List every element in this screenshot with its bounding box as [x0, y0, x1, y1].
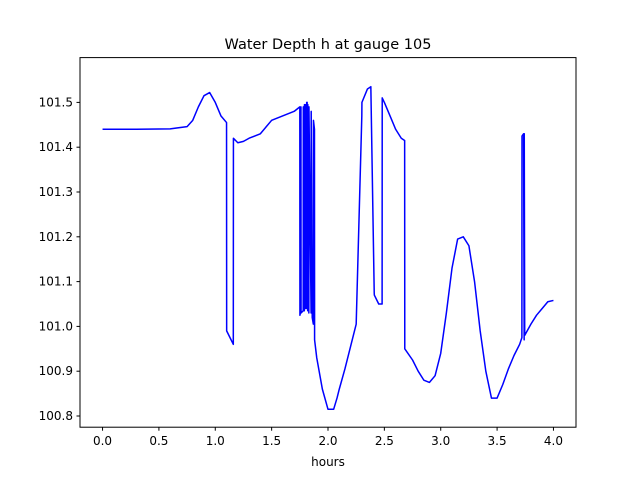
- plot-area: [102, 85, 554, 411]
- chart-title: Water Depth h at gauge 105: [225, 37, 432, 53]
- x-tick-label: 2.5: [375, 434, 394, 448]
- series-line-0: [102, 85, 554, 411]
- y-tick-label: 101.0: [39, 319, 73, 333]
- x-axis-title: hours: [311, 455, 345, 469]
- y-tick-label: 101.3: [39, 185, 73, 199]
- y-tick-label: 101.4: [39, 140, 73, 154]
- x-tick-label: 0.5: [149, 434, 168, 448]
- x-tick-label: 1.5: [262, 434, 281, 448]
- x-tick-label: 3.5: [488, 434, 507, 448]
- y-tick-label: 100.9: [39, 364, 73, 378]
- y-tick-label: 100.8: [39, 409, 73, 423]
- x-tick-label: 4.0: [544, 434, 563, 448]
- x-tick-label: 1.0: [206, 434, 225, 448]
- y-tick-label: 101.2: [39, 230, 73, 244]
- y-tick-label: 101.5: [39, 95, 73, 109]
- x-tick-label: 2.0: [318, 434, 337, 448]
- x-tick-label: 0.0: [93, 434, 112, 448]
- y-tick-label: 101.1: [39, 275, 73, 289]
- y-axis: 100.8 100.9 101.0 101.1 101.2 101.3 101.4 101.5: [39, 95, 80, 423]
- x-axis: 0.0 0.5 1.0 1.5 2.0 2.5 3.0 3.5 4.0: [93, 427, 563, 448]
- x-tick-label: 3.0: [431, 434, 450, 448]
